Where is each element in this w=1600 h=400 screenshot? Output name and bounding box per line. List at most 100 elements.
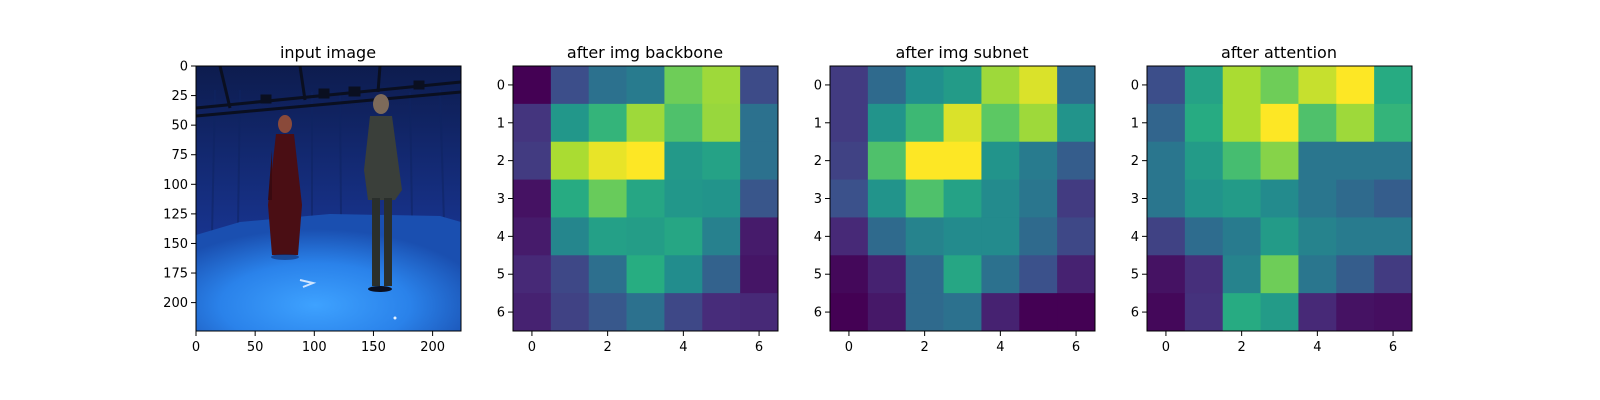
heatmap-cell xyxy=(513,217,552,256)
heatmap-cell xyxy=(1222,255,1261,294)
heatmap-cell xyxy=(1222,293,1261,332)
heatmap-cell xyxy=(626,141,665,180)
x-tick-label: 2 xyxy=(921,340,929,355)
heatmap-cell xyxy=(943,293,982,332)
heatmap-cell xyxy=(905,66,944,105)
person-right xyxy=(364,94,402,292)
y-tick-label: 3 xyxy=(814,192,822,207)
heatmap-cell xyxy=(867,103,907,143)
y-tick-label: 175 xyxy=(163,267,188,282)
heatmap-cell xyxy=(981,255,1020,294)
y-tick-label: 1 xyxy=(1131,116,1139,131)
heatmap-cell xyxy=(513,103,552,143)
heatmap-cell xyxy=(664,255,703,294)
heatmap-cell xyxy=(740,179,779,218)
heatmap-cell xyxy=(1374,66,1413,105)
x-tick-label: 200 xyxy=(420,340,445,355)
heatmap-cell xyxy=(1057,141,1096,180)
heatmap-cell xyxy=(1057,103,1096,143)
heatmap-cell xyxy=(588,255,627,294)
heatmap-cell xyxy=(1260,103,1299,143)
heatmap-cell xyxy=(1298,103,1337,143)
heatmap-cell xyxy=(830,293,869,332)
heatmap-cell xyxy=(1019,66,1058,105)
heatmap-cell xyxy=(1019,103,1058,143)
heatmap-cell xyxy=(1298,141,1337,180)
heatmap-cell xyxy=(702,141,741,180)
heatmap-cell xyxy=(905,179,944,218)
x-tick-label: 6 xyxy=(755,340,763,355)
heatmap-cell xyxy=(1184,103,1224,143)
heatmap-cell xyxy=(1184,255,1224,294)
heatmap-cell xyxy=(588,141,627,180)
heatmap-cell xyxy=(664,66,703,105)
x-tick-label: 2 xyxy=(1238,340,1246,355)
heatmap-cell xyxy=(740,66,779,105)
heatmap-cell xyxy=(830,66,869,105)
x-tick-label: 150 xyxy=(361,340,386,355)
heatmap-cell xyxy=(1298,217,1337,256)
heatmap-cell xyxy=(702,293,741,332)
heatmap-cell xyxy=(1374,103,1413,143)
heatmap-cell xyxy=(1260,217,1299,256)
y-tick-label: 4 xyxy=(1131,230,1139,245)
heatmap-cell xyxy=(867,66,907,105)
heatmap-cell xyxy=(1260,293,1299,332)
y-tick-label: 150 xyxy=(163,237,188,252)
heatmap-cell xyxy=(702,179,741,218)
y-tick-label: 5 xyxy=(1131,268,1139,283)
heatmap-cell xyxy=(905,141,944,180)
heatmap-cell xyxy=(588,293,627,332)
panel-input-image: input image xyxy=(163,43,462,355)
y-tick-label: 100 xyxy=(163,178,188,193)
heatmap-cell xyxy=(1057,179,1096,218)
heatmap-cell xyxy=(1298,66,1337,105)
heatmap-cell xyxy=(1336,255,1375,294)
heatmap-cell xyxy=(664,293,703,332)
panel-title: input image xyxy=(280,43,376,62)
heatmap-cell xyxy=(550,179,590,218)
heatmap-cell xyxy=(1222,66,1261,105)
heatmap-cell xyxy=(1057,217,1096,256)
heatmap-cell xyxy=(867,293,907,332)
heatmap-cell xyxy=(830,103,869,143)
heatmap-cell xyxy=(867,217,907,256)
x-tick-label: 6 xyxy=(1072,340,1080,355)
heatmap-cell xyxy=(626,66,665,105)
heatmap-cell xyxy=(1222,103,1261,143)
heatmap-cell xyxy=(588,103,627,143)
panel-after-img-backbone: after img backbone 0 2 4 6 0 1 2 3 4 5 6 xyxy=(497,43,779,355)
y-tick-label: 0 xyxy=(180,60,188,75)
input-photo xyxy=(195,65,462,331)
heatmap-cell xyxy=(550,217,590,256)
heatmap-cell xyxy=(664,141,703,180)
heatmap-cell xyxy=(830,217,869,256)
heatmap-cell xyxy=(943,255,982,294)
heatmap-cell xyxy=(740,103,779,143)
heatmap-cell xyxy=(1184,293,1224,332)
heatmap-cell xyxy=(943,66,982,105)
y-tick-label: 25 xyxy=(171,89,188,104)
heatmap-cell xyxy=(588,66,627,105)
heatmap-cell xyxy=(830,255,869,294)
heatmap-cell xyxy=(1147,103,1186,143)
x-tick-label: 6 xyxy=(1389,340,1397,355)
x-tick-label: 4 xyxy=(679,340,687,355)
heatmap-cell xyxy=(905,217,944,256)
x-tick-label: 50 xyxy=(247,340,264,355)
heatmap-cell xyxy=(1336,179,1375,218)
heatmap-cell xyxy=(1222,217,1261,256)
heatmap-cell xyxy=(867,255,907,294)
heatmap-cell xyxy=(1147,66,1186,105)
x-tick-label: 0 xyxy=(845,340,853,355)
heatmap-cell xyxy=(513,66,552,105)
heatmap-cell xyxy=(867,141,907,180)
heatmap-cell xyxy=(740,255,779,294)
x-tick-label: 100 xyxy=(302,340,327,355)
heatmap-cell xyxy=(943,141,982,180)
floor-marker xyxy=(299,279,317,288)
heatmap-cell xyxy=(626,255,665,294)
heatmap-cell xyxy=(905,255,944,294)
heatmap-cell xyxy=(588,179,627,218)
heatmap-cell xyxy=(1184,66,1224,105)
